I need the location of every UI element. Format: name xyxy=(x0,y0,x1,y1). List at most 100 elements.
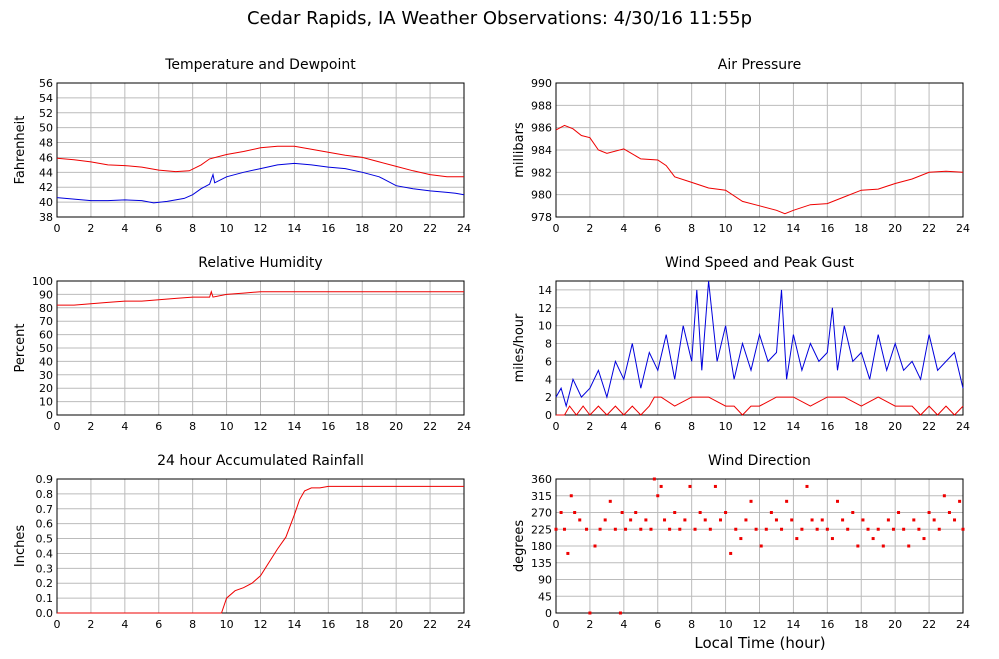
data-point xyxy=(566,551,570,555)
data-point xyxy=(937,527,941,531)
data-point xyxy=(947,511,951,514)
data-point xyxy=(703,518,707,522)
x-tick-label: 24 xyxy=(956,618,970,631)
data-point xyxy=(805,484,809,488)
data-point xyxy=(800,527,804,531)
x-tick-label: 4 xyxy=(620,420,627,433)
data-point xyxy=(886,518,890,522)
plot-frame xyxy=(56,280,465,416)
series-line-blue xyxy=(555,280,964,409)
data-point xyxy=(780,527,784,531)
y-tick-label: 50 xyxy=(39,122,53,135)
y-tick-label: 52 xyxy=(39,107,53,120)
y-tick-label: 46 xyxy=(39,151,53,164)
data-point xyxy=(891,527,895,531)
y-tick-label: 988 xyxy=(531,99,552,112)
data-point xyxy=(734,527,738,531)
x-tick-label: 12 xyxy=(753,420,767,433)
x-tick-label: 18 xyxy=(355,222,369,235)
chart-title: 24 hour Accumulated Rainfall xyxy=(157,453,364,469)
y-tick-label: 0.0 xyxy=(36,607,54,620)
x-tick-label: 8 xyxy=(688,618,695,631)
x-tick-label: 0 xyxy=(553,222,560,235)
y-tick-label: 20 xyxy=(39,382,53,395)
chart-title: Wind Direction xyxy=(708,453,811,469)
x-tick-label: 2 xyxy=(586,222,593,235)
x-tick-label: 18 xyxy=(854,420,868,433)
data-point xyxy=(744,518,748,522)
chart-title: Temperature and Dewpoint xyxy=(164,57,356,73)
x-tick-label: 20 xyxy=(389,618,403,631)
data-point xyxy=(578,518,582,522)
data-point xyxy=(922,537,926,541)
data-point xyxy=(881,544,885,548)
data-point xyxy=(871,537,875,541)
x-tick-label: 6 xyxy=(155,222,162,235)
data-point xyxy=(846,527,850,531)
data-point xyxy=(603,518,607,522)
x-tick-label: 6 xyxy=(654,618,661,631)
data-point xyxy=(759,544,763,548)
y-tick-label: 50 xyxy=(39,342,53,355)
x-tick-label: 10 xyxy=(220,222,234,235)
y-tick-label: 0.8 xyxy=(36,488,54,501)
data-point xyxy=(656,494,660,498)
x-tick-label: 14 xyxy=(786,420,800,433)
x-tick-label: 18 xyxy=(854,618,868,631)
x-tick-label: 8 xyxy=(189,420,196,433)
x-tick-label: 18 xyxy=(355,618,369,631)
y-tick-label: 8 xyxy=(545,338,552,351)
x-tick-label: 2 xyxy=(586,618,593,631)
y-tick-label: 40 xyxy=(39,196,53,209)
data-point xyxy=(785,499,789,503)
x-tick-label: 0 xyxy=(553,618,560,631)
x-tick-label: 24 xyxy=(457,618,471,631)
x-tick-label: 22 xyxy=(922,222,936,235)
y-tick-label: 80 xyxy=(39,302,53,315)
x-tick-label: 6 xyxy=(155,618,162,631)
y-tick-label: 10 xyxy=(538,320,552,333)
data-point xyxy=(588,611,592,615)
data-point xyxy=(649,527,653,531)
x-tick-label: 0 xyxy=(54,618,61,631)
x-tick-label: 22 xyxy=(423,222,437,235)
y-axis-label: miles/hour xyxy=(512,313,527,382)
x-tick-label: 24 xyxy=(457,222,471,235)
series-line-red xyxy=(57,290,464,306)
data-point xyxy=(774,518,778,522)
x-axis-label: Local Time (hour) xyxy=(694,634,826,652)
y-tick-label: 45 xyxy=(538,590,552,603)
data-point xyxy=(764,527,768,531)
y-tick-label: 70 xyxy=(39,315,53,328)
x-tick-label: 14 xyxy=(287,222,301,235)
y-axis-label: Inches xyxy=(13,525,28,567)
x-tick-label: 12 xyxy=(753,222,767,235)
y-tick-label: 135 xyxy=(531,557,552,570)
chart-title: Wind Speed and Peak Gust xyxy=(665,255,854,271)
plot-frame xyxy=(555,280,964,416)
chart-title: Air Pressure xyxy=(718,57,801,73)
data-point xyxy=(876,527,880,531)
x-tick-label: 2 xyxy=(586,420,593,433)
y-tick-label: 315 xyxy=(531,490,552,503)
data-point xyxy=(953,518,957,522)
data-point xyxy=(902,527,906,531)
data-point xyxy=(739,537,743,541)
data-point xyxy=(659,484,663,488)
y-tick-label: 0 xyxy=(46,409,53,422)
plot-frame xyxy=(56,478,465,614)
data-point xyxy=(693,527,697,531)
x-tick-label: 12 xyxy=(254,618,268,631)
x-tick-label: 16 xyxy=(321,618,335,631)
x-tick-label: 16 xyxy=(820,618,834,631)
y-tick-label: 0.3 xyxy=(36,562,54,575)
page-title: Cedar Rapids, IA Weather Observations: 4… xyxy=(246,8,753,29)
data-point xyxy=(927,511,931,514)
data-point xyxy=(663,518,667,522)
data-point xyxy=(958,499,962,503)
y-tick-label: 990 xyxy=(531,77,552,90)
y-tick-label: 14 xyxy=(538,284,552,297)
x-tick-label: 4 xyxy=(620,222,627,235)
y-tick-label: 225 xyxy=(531,523,552,536)
